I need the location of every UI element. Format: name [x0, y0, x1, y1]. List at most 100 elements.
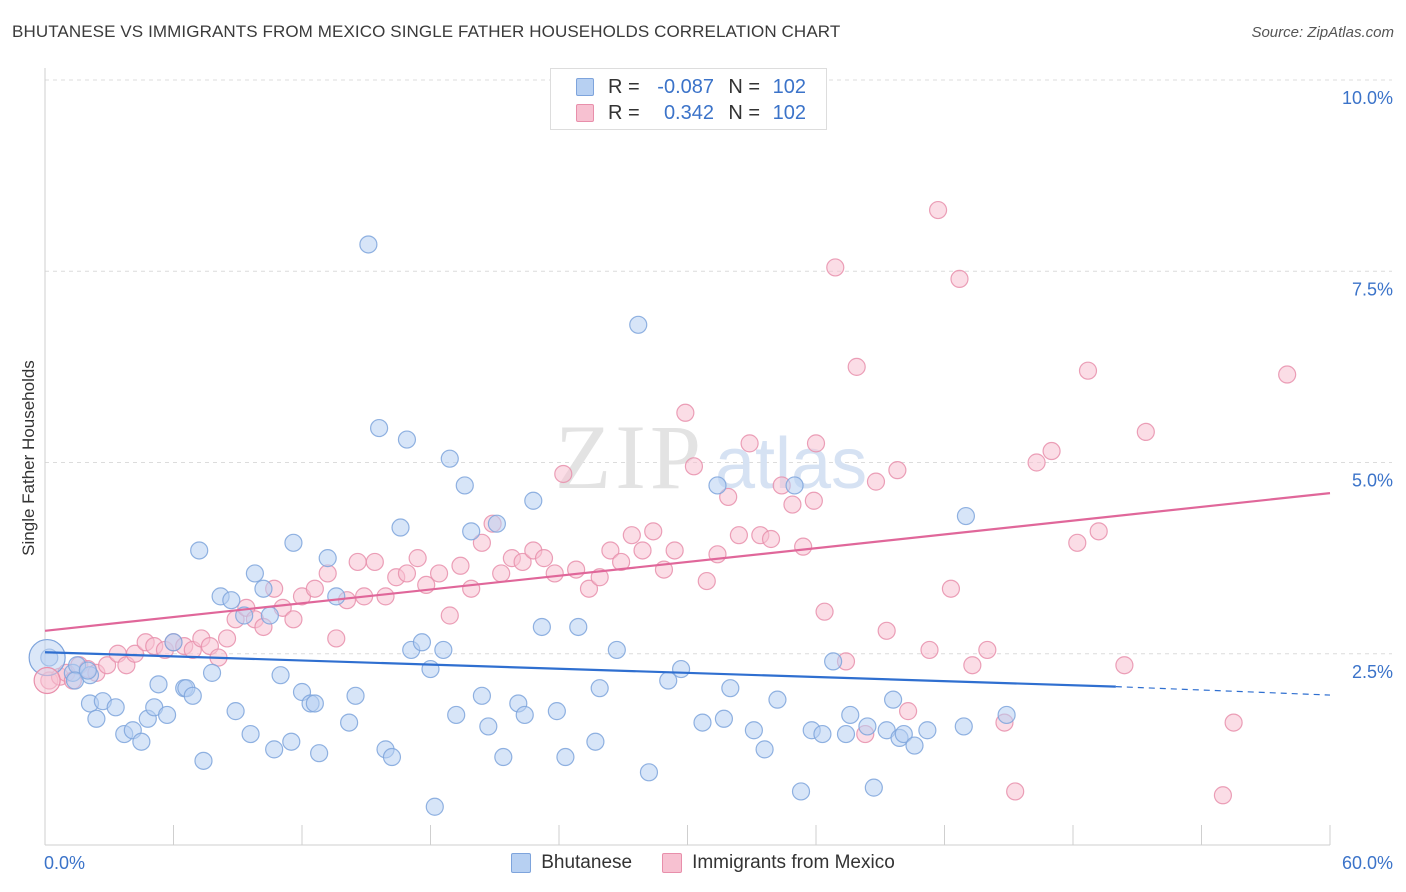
trend-line-bhutanese-extension	[1115, 686, 1331, 696]
y-tick-label: 7.5%	[1352, 279, 1393, 299]
point-bhutanese	[590, 679, 609, 698]
point-mexico	[644, 522, 663, 541]
legend-r-label: R =	[608, 75, 640, 98]
point-bhutanese	[391, 518, 410, 537]
point-mexico	[451, 556, 470, 575]
point-bhutanese	[425, 797, 444, 816]
point-mexico	[1224, 713, 1243, 732]
point-mexico	[1136, 422, 1155, 441]
x-tick-label-min: 0.0%	[44, 853, 85, 873]
legend-row-mexico: R = 0.342 N = 102	[576, 101, 806, 125]
point-bhutanese	[997, 705, 1016, 725]
point-bhutanese	[254, 579, 273, 598]
y-tick-label: 2.5%	[1352, 662, 1393, 682]
point-mexico	[761, 529, 781, 549]
point-mexico	[365, 552, 384, 572]
point-mexico	[866, 472, 886, 491]
point-mexico	[740, 434, 759, 453]
point-mexico	[941, 579, 961, 598]
legend-swatch-bhutanese	[576, 78, 594, 96]
point-bhutanese	[164, 633, 183, 652]
point-mexico	[429, 564, 449, 583]
point-bhutanese	[235, 606, 254, 625]
point-bhutanese	[87, 709, 106, 728]
point-mexico	[794, 537, 813, 556]
legend-n-label: N =	[728, 101, 760, 124]
point-mexico	[1278, 365, 1297, 384]
point-mexico	[806, 434, 826, 453]
point-bhutanese	[132, 732, 151, 751]
point-bhutanese	[271, 666, 290, 685]
trend-line-mexico	[44, 492, 1331, 632]
trend-lines	[44, 492, 1331, 696]
series-legend-bhutanese[interactable]: Bhutanese	[511, 852, 632, 874]
point-bhutanese	[157, 705, 177, 725]
point-bhutanese	[397, 430, 417, 449]
point-mexico	[601, 541, 620, 560]
watermark: ZIP atlas	[555, 406, 867, 508]
legend-row-bhutanese: R = -0.087 N = 102	[576, 75, 806, 99]
point-mexico	[815, 602, 834, 621]
point-bhutanese	[241, 724, 260, 744]
point-mexico	[826, 258, 845, 277]
axes	[44, 68, 1331, 846]
point-bhutanese	[359, 235, 378, 254]
point-bhutanese	[708, 476, 727, 495]
point-mexico	[950, 269, 969, 288]
trend-line-bhutanese	[44, 651, 1116, 688]
point-mexico	[408, 549, 427, 568]
point-bhutanese	[421, 659, 440, 679]
legend-swatch-mexico	[576, 104, 594, 122]
chart-title: BHUTANESE VS IMMIGRANTS FROM MEXICO SING…	[12, 22, 841, 41]
series-legend: Bhutanese Immigrants from Mexico	[0, 852, 1406, 874]
legend-n-value: 102	[772, 101, 806, 124]
point-mexico	[1089, 522, 1108, 541]
point-bhutanese	[607, 640, 626, 660]
point-bhutanese	[721, 679, 740, 698]
point-mexico	[554, 464, 573, 484]
point-mexico	[397, 564, 417, 583]
series-label-mexico: Immigrants from Mexico	[692, 852, 895, 873]
point-mexico	[1042, 441, 1061, 461]
point-mexico	[472, 533, 491, 552]
series-legend-mexico[interactable]: Immigrants from Mexico	[662, 852, 895, 874]
point-mexico	[928, 200, 948, 220]
point-bhutanese	[310, 744, 329, 763]
point-bhutanese	[836, 724, 856, 744]
legend-n-label: N =	[728, 75, 760, 98]
point-bhutanese	[245, 564, 264, 583]
point-mexico	[978, 640, 997, 660]
legend-n-value: 102	[772, 75, 806, 98]
point-mexico	[888, 461, 907, 480]
point-bhutanese	[714, 709, 734, 728]
point-bhutanese	[515, 705, 534, 725]
point-bhutanese	[462, 522, 481, 541]
point-bhutanese	[412, 633, 432, 652]
point-bhutanese	[841, 705, 860, 725]
point-mexico	[920, 640, 939, 660]
point-bhutanese	[479, 717, 498, 736]
series-swatch-bhutanese	[511, 853, 532, 873]
point-bhutanese	[768, 690, 787, 709]
point-bhutanese	[744, 721, 763, 740]
point-bhutanese	[305, 694, 324, 713]
point-mexico	[348, 552, 367, 572]
point-mexico	[492, 564, 511, 583]
point-mexico	[783, 495, 802, 514]
point-bhutanese	[346, 686, 365, 705]
point-bhutanese	[370, 418, 389, 438]
point-mexico	[697, 571, 716, 591]
point-mexico	[612, 552, 631, 572]
y-tick-label: 5.0%	[1352, 471, 1393, 491]
point-mexico	[1006, 782, 1025, 801]
point-bhutanese	[918, 721, 937, 740]
point-bhutanese	[434, 640, 453, 660]
point-bhutanese	[532, 617, 551, 637]
x-tick-label-max: 60.0%	[1342, 853, 1393, 873]
point-mexico	[729, 526, 749, 545]
point-mexico	[440, 606, 459, 625]
point-mexico	[898, 702, 918, 721]
correlation-legend: R = -0.087 N = 102 R = 0.342 N = 102	[550, 68, 827, 130]
point-mexico	[1213, 786, 1233, 805]
